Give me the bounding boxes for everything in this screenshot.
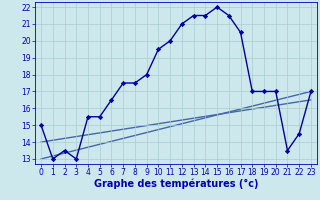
X-axis label: Graphe des températures (°c): Graphe des températures (°c) [94, 179, 258, 189]
